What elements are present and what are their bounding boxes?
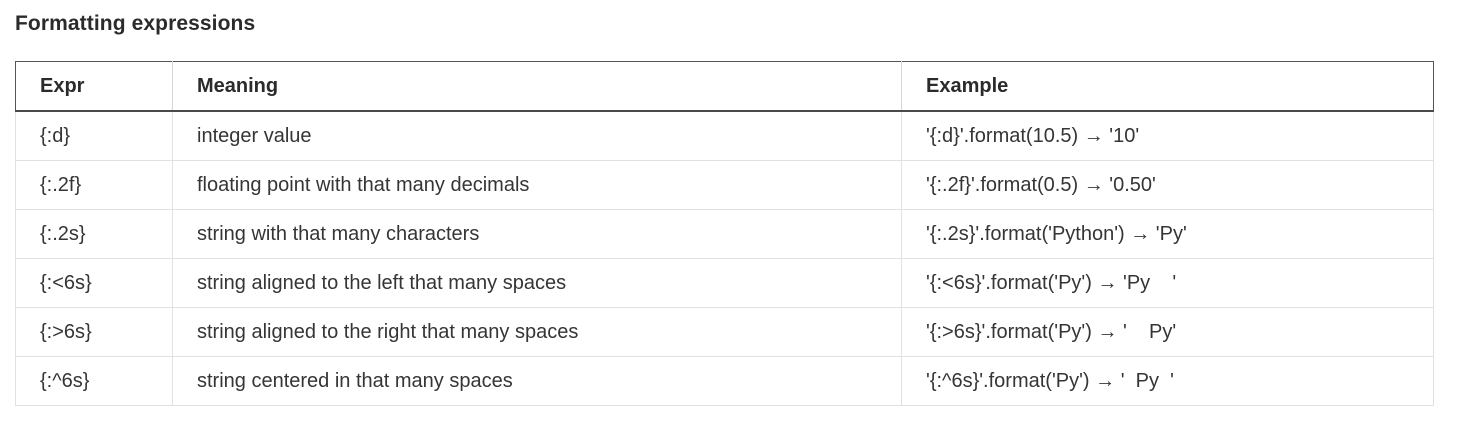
- table-row: {:d} integer value '{:d}'.format(10.5) →…: [15, 110, 1434, 161]
- example-cell: '{:>6s}'.format('Py') → ' Py': [901, 307, 1434, 357]
- meaning-cell: string aligned to the right that many sp…: [172, 307, 902, 357]
- table-row: {:.2s} string with that many characters …: [15, 209, 1434, 259]
- meaning-cell: string aligned to the left that many spa…: [172, 258, 902, 308]
- meaning-cell: floating point with that many decimals: [172, 160, 902, 210]
- table-row: {:<6s} string aligned to the left that m…: [15, 258, 1434, 308]
- table-row: {:^6s} string centered in that many spac…: [15, 356, 1434, 406]
- example-cell: '{:d}'.format(10.5) → '10': [901, 110, 1434, 161]
- expr-cell: {:<6s}: [15, 258, 173, 308]
- table-header-row: Expr Meaning Example: [15, 61, 1434, 112]
- example-cell: '{:.2s}'.format('Python') → 'Py': [901, 209, 1434, 259]
- meaning-cell: integer value: [172, 110, 902, 161]
- expr-cell: {:^6s}: [15, 356, 173, 406]
- example-cell: '{:<6s}'.format('Py') → 'Py ': [901, 258, 1434, 308]
- expr-cell: {:>6s}: [15, 307, 173, 357]
- example-cell: '{:.2f}'.format(0.5) → '0.50': [901, 160, 1434, 210]
- example-cell: '{:^6s}'.format('Py') → ' Py ': [901, 356, 1434, 406]
- table-row: {:>6s} string aligned to the right that …: [15, 307, 1434, 357]
- header-example: Example: [901, 61, 1434, 112]
- formatting-table: Expr Meaning Example {:d} integer value …: [15, 61, 1434, 406]
- header-expr: Expr: [15, 61, 173, 112]
- table-row: {:.2f} floating point with that many dec…: [15, 160, 1434, 210]
- expr-cell: {:.2s}: [15, 209, 173, 259]
- expr-cell: {:d}: [15, 110, 173, 161]
- expr-cell: {:.2f}: [15, 160, 173, 210]
- page-title: Formatting expressions: [15, 12, 256, 35]
- meaning-cell: string centered in that many spaces: [172, 356, 902, 406]
- meaning-cell: string with that many characters: [172, 209, 902, 259]
- header-meaning: Meaning: [172, 61, 902, 112]
